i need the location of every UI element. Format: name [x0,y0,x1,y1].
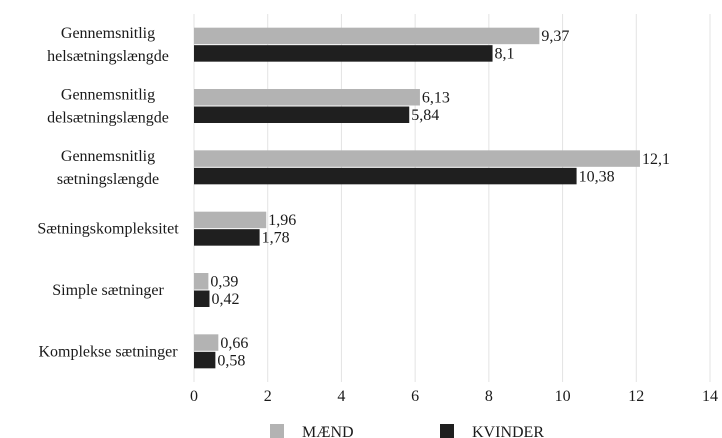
x-tick-label: 0 [190,388,198,405]
x-tick-label: 4 [337,388,345,405]
bar-kvinder [194,290,210,307]
x-tick-label: 14 [702,388,718,405]
legend-swatch [440,424,454,438]
data-label: 1,96 [268,212,296,229]
bar-kvinder [194,106,410,123]
legend-label: MÆND [302,424,354,438]
category-label: Gennemsnitlig [61,25,155,42]
data-label: 10,38 [579,168,615,185]
data-label: 5,84 [411,107,439,124]
x-tick-label: 8 [485,388,493,405]
legend-swatch [270,424,284,438]
x-tick-label: 2 [264,388,272,405]
legend-label: KVINDER [472,424,544,438]
data-label: 0,39 [210,274,238,291]
x-tick-label: 10 [555,388,571,405]
x-tick-label: 6 [411,388,419,405]
data-label: 0,42 [211,291,239,308]
bar-kvinder [194,45,493,62]
bar-maend [194,27,540,45]
data-label: 9,37 [541,28,569,45]
data-label: 0,66 [220,335,248,352]
x-tick-label: 12 [628,388,644,405]
category-label: Gennemsnitlig [61,148,155,165]
bar-maend [194,89,420,106]
bar-maend [194,150,640,167]
category-label: Simple sætninger [52,282,164,299]
bar-kvinder [194,229,260,246]
bar-kvinder [194,351,216,369]
data-label: 12,1 [642,151,670,168]
data-label: 8,1 [495,46,515,63]
category-label: sætningslængde [57,171,159,188]
bar-maend [194,334,219,351]
bar-kvinder [194,167,577,185]
data-label: 1,78 [262,230,290,247]
category-label: delsætningslængde [47,110,169,127]
bar-maend [194,211,267,229]
bar-maend [194,273,209,290]
data-label: 6,13 [422,90,450,107]
category-label: Gennemsnitlig [61,87,155,104]
category-label: Komplekse sætninger [38,343,178,360]
data-label: 0,58 [217,352,245,369]
category-label: Sætningskompleksitet [37,221,179,238]
category-label: helsætningslængde [47,48,169,65]
